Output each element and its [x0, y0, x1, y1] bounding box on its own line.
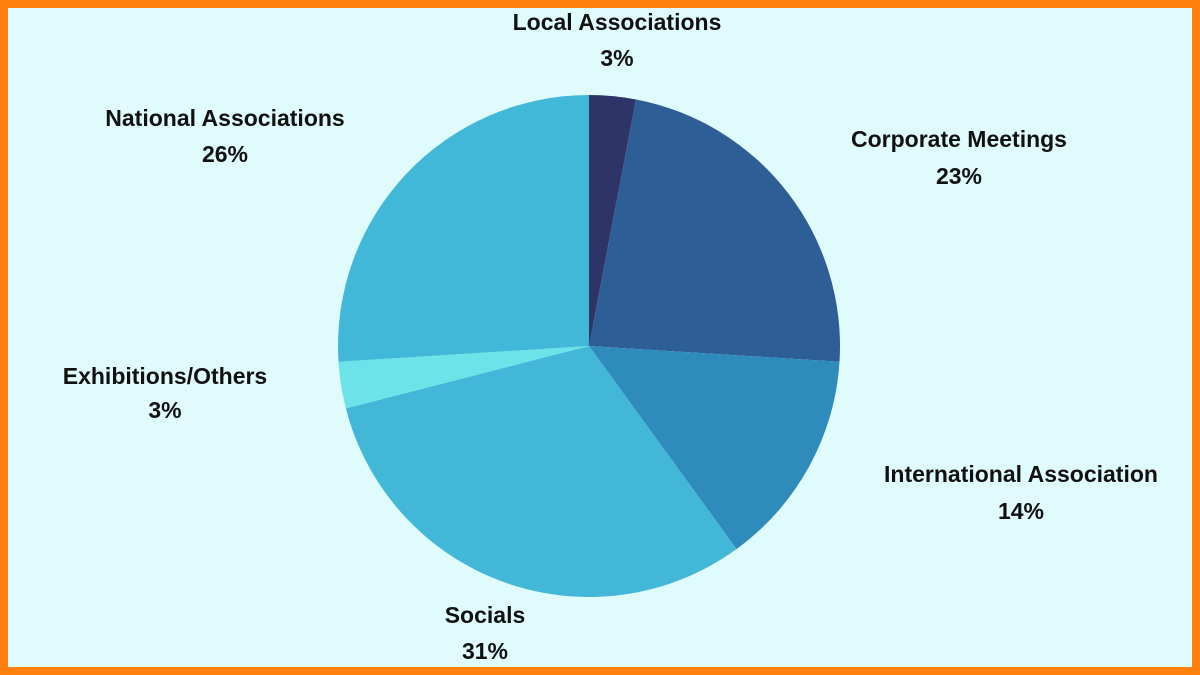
pie-slice [589, 99, 840, 362]
slice-value: 3% [148, 397, 181, 423]
slice-label: International Association [884, 461, 1158, 487]
slice-label: Socials [445, 602, 526, 628]
pie-slice [589, 346, 840, 550]
slice-label: National Associations [105, 105, 344, 131]
slice-value: 31% [462, 638, 508, 664]
pie-slice [338, 95, 589, 362]
pie-slice [345, 346, 737, 598]
slice-value: 3% [600, 45, 633, 71]
pie [338, 95, 840, 598]
slice-label: Local Associations [513, 9, 722, 35]
slice-label: Exhibitions/Others [63, 363, 267, 389]
slice-value: 14% [998, 498, 1044, 524]
pie-slice [589, 95, 637, 346]
labels: Local Associations 3% Corporate Meetings 23… [63, 9, 1158, 664]
slice-value: 26% [202, 141, 248, 167]
slice-value: 23% [936, 163, 982, 189]
slice-label: Corporate Meetings [851, 126, 1067, 152]
pie-slice [338, 346, 589, 409]
